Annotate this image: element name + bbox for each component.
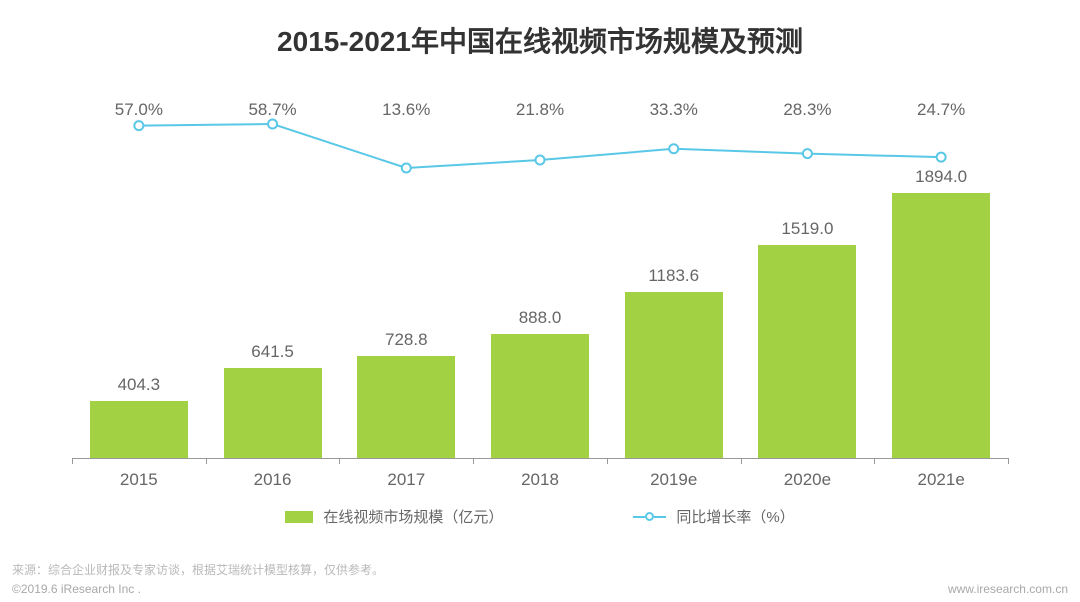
website: www.iresearch.com.cn: [948, 582, 1068, 596]
growth-marker: [402, 164, 411, 173]
bar-value-label: 728.8: [385, 330, 428, 350]
x-axis-label: 2020e: [784, 470, 831, 490]
bar: [625, 292, 723, 458]
growth-marker: [268, 120, 277, 129]
growth-marker: [669, 144, 678, 153]
growth-marker: [536, 156, 545, 165]
x-axis-label: 2021e: [918, 470, 965, 490]
growth-value-label: 33.3%: [650, 100, 698, 120]
bar: [357, 356, 455, 458]
copyright: ©2019.6 iResearch Inc .: [12, 582, 141, 596]
growth-value-label: 28.3%: [783, 100, 831, 120]
x-tick: [473, 458, 474, 464]
footer: 来源：综合企业财报及专家访谈，根据艾瑞统计模型核算，仅供参考。 ©2019.6 …: [12, 561, 1068, 596]
chart-area: 404.3 641.5 728.8 888.0 1183.6 1519.0 1894.0 57…: [72, 88, 1008, 498]
x-axis-label: 2017: [387, 470, 425, 490]
x-tick: [206, 458, 207, 464]
legend-swatch-bar: [285, 511, 313, 523]
x-axis-label: 2019e: [650, 470, 697, 490]
x-tick: [741, 458, 742, 464]
x-tick: [874, 458, 875, 464]
growth-marker: [803, 149, 812, 158]
bar: [892, 193, 990, 458]
growth-value-label: 13.6%: [382, 100, 430, 120]
legend-label: 同比增长率（%）: [676, 506, 794, 527]
growth-value-label: 24.7%: [917, 100, 965, 120]
bar: [491, 334, 589, 458]
legend-label: 在线视频市场规模（亿元）: [323, 506, 503, 527]
bar-value-label: 888.0: [519, 308, 562, 328]
growth-value-label: 58.7%: [248, 100, 296, 120]
growth-value-label: 21.8%: [516, 100, 564, 120]
bar-value-label: 404.3: [118, 375, 161, 395]
x-axis: 2015 2016 2017 2018 2019e 2020e 2021e: [72, 458, 1008, 498]
legend-swatch-line: [633, 512, 666, 521]
x-axis-label: 2016: [254, 470, 292, 490]
x-tick: [607, 458, 608, 464]
x-tick: [1008, 458, 1009, 464]
x-tick: [339, 458, 340, 464]
x-tick: [72, 458, 73, 464]
legend-item: 同比增长率（%）: [633, 506, 794, 527]
growth-marker: [134, 121, 143, 130]
bar-value-label: 1894.0: [915, 167, 967, 187]
bar-value-label: 1183.6: [648, 266, 699, 286]
plot-area: 404.3 641.5 728.8 888.0 1183.6 1519.0 1894.0 57…: [72, 88, 1008, 458]
bar-value-label: 1519.0: [781, 219, 833, 239]
legend: 在线视频市场规模（亿元） 同比增长率（%）: [0, 506, 1080, 527]
growth-line: [139, 124, 941, 168]
growth-value-label: 57.0%: [115, 100, 163, 120]
bar: [758, 245, 856, 458]
growth-marker: [937, 153, 946, 162]
bar: [90, 401, 188, 458]
bar: [224, 368, 322, 458]
x-axis-label: 2018: [521, 470, 559, 490]
legend-item: 在线视频市场规模（亿元）: [285, 506, 503, 527]
chart-title: 2015-2021年中国在线视频市场规模及预测: [0, 0, 1080, 60]
data-source: 来源：综合企业财报及专家访谈，根据艾瑞统计模型核算，仅供参考。: [12, 561, 1068, 578]
bar-value-label: 641.5: [251, 342, 294, 362]
x-axis-label: 2015: [120, 470, 158, 490]
